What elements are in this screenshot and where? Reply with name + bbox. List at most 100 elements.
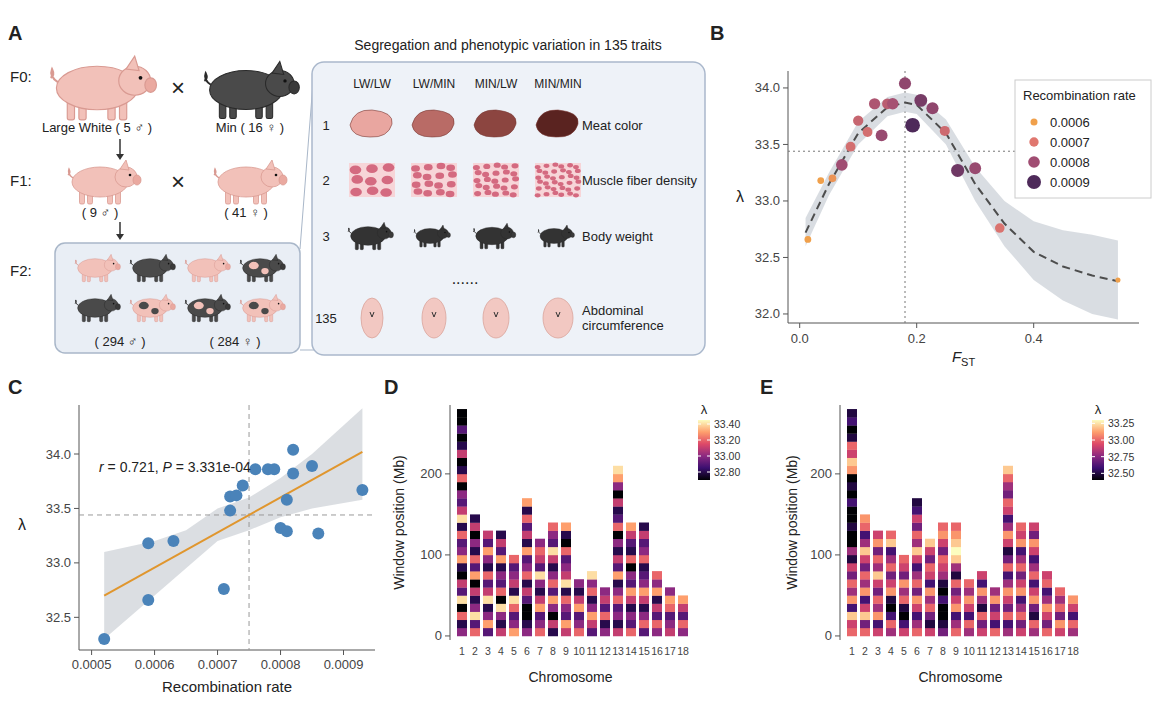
tick-label: 7 (537, 645, 543, 657)
tick (783, 200, 788, 201)
cell (587, 628, 597, 636)
cell (847, 482, 857, 490)
cell (925, 555, 935, 563)
cell (912, 579, 922, 587)
pig-ear (272, 61, 284, 74)
cell (1029, 628, 1039, 636)
axis-title: Window position (Mb) (784, 455, 800, 590)
cell (613, 571, 623, 579)
cell (912, 547, 922, 555)
cell (899, 579, 909, 587)
cell (1016, 612, 1026, 620)
point (268, 463, 280, 475)
panel-label: B (710, 22, 724, 44)
cell (639, 604, 649, 612)
cell (938, 539, 948, 547)
tick (445, 635, 450, 636)
cell (925, 628, 935, 636)
cell (886, 628, 896, 636)
cell (1042, 620, 1052, 628)
cell (522, 563, 532, 571)
cell (860, 563, 870, 571)
cell (613, 620, 623, 628)
cell (548, 555, 558, 563)
trait-number: 2 (322, 173, 329, 188)
cell (847, 595, 857, 603)
fiber-icon (473, 163, 519, 197)
cell (561, 612, 571, 620)
pig (538, 225, 575, 247)
tick-label: 10 (963, 645, 975, 657)
cell (509, 628, 519, 636)
point (876, 129, 888, 141)
cell (470, 579, 480, 587)
cell (912, 539, 922, 547)
cell (977, 620, 987, 628)
point (887, 98, 898, 109)
point (914, 94, 927, 107)
fiber-dot (483, 185, 490, 190)
tick-label: 11 (587, 645, 598, 657)
pig-tail (348, 228, 351, 234)
cell (522, 531, 532, 539)
cell (964, 628, 974, 636)
cell (886, 531, 896, 539)
cell (873, 604, 883, 612)
cell (548, 612, 558, 620)
tick-label: 0 (825, 628, 832, 643)
cell (1003, 523, 1013, 531)
cell (600, 604, 610, 612)
tick (154, 650, 155, 655)
cell (613, 482, 623, 490)
tick-label: 0.2 (908, 331, 926, 346)
fit-line (104, 452, 362, 596)
point (926, 102, 938, 114)
cell (509, 571, 519, 579)
cell (1003, 571, 1013, 579)
cell (496, 547, 506, 555)
cell (977, 604, 987, 612)
cell (665, 595, 675, 603)
cell (470, 595, 480, 603)
cell (951, 612, 961, 620)
cell (613, 490, 623, 498)
generation-label: F2: (10, 262, 32, 279)
panel-heatmap: 0100200Window position (Mb)Chromosome123… (784, 402, 1134, 685)
cell (899, 604, 909, 612)
cell (613, 579, 623, 587)
cell (847, 441, 857, 449)
cell (886, 571, 896, 579)
cell (457, 417, 467, 425)
fiber-dot (511, 184, 518, 189)
fiber-dot (551, 169, 557, 173)
pig-eye (509, 231, 511, 233)
cell (600, 587, 610, 595)
fiber-dot (510, 171, 517, 176)
pig-snout (225, 264, 230, 270)
pig (185, 294, 230, 321)
cell (873, 555, 883, 563)
cell (951, 620, 961, 628)
cell (1029, 587, 1039, 595)
pig-ear (440, 225, 445, 230)
tick (91, 650, 92, 655)
cell (1003, 498, 1013, 506)
cell (886, 587, 896, 595)
pig-snout (145, 78, 157, 93)
cell (639, 620, 649, 628)
tick (1101, 440, 1104, 441)
cell (899, 587, 909, 595)
cell (665, 628, 675, 636)
fiber-dot (558, 193, 564, 197)
tick-label: 3 (875, 645, 881, 657)
traits-box (312, 62, 705, 355)
cell (470, 587, 480, 595)
tick (74, 562, 79, 563)
pig-snout (170, 264, 175, 270)
tick-label: 12 (989, 645, 1001, 657)
cell (847, 417, 857, 425)
panel-label: A (8, 22, 22, 44)
cell (457, 539, 467, 547)
cell (951, 595, 961, 603)
fiber-dot (447, 181, 456, 187)
